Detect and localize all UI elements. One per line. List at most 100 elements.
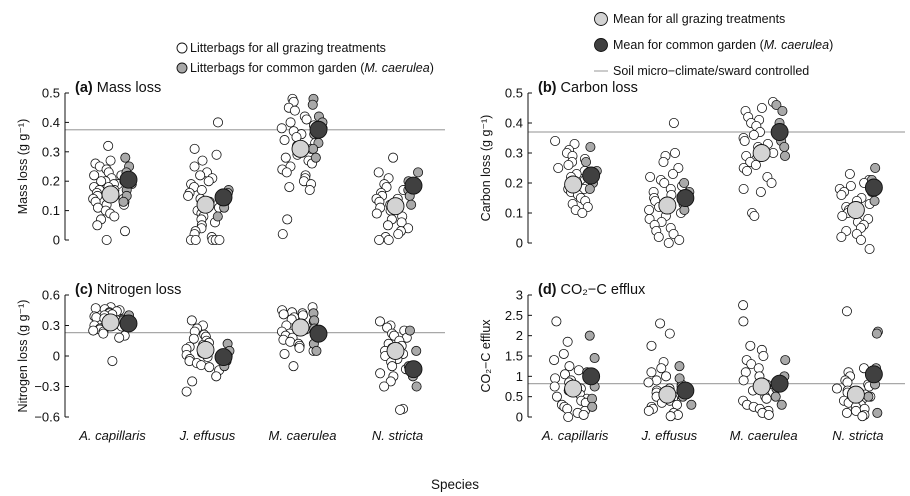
point-all xyxy=(644,204,655,215)
point-all xyxy=(388,152,399,163)
mean-garden xyxy=(864,365,883,384)
point-garden xyxy=(118,196,129,207)
panel-title: (b) Carbon loss xyxy=(538,80,638,96)
legend-marker-mean-dark xyxy=(594,38,608,52)
point-all xyxy=(204,362,215,373)
y-tick-label: 0.1 xyxy=(505,206,523,221)
point-all xyxy=(114,332,125,343)
point-all xyxy=(577,207,588,218)
point-all xyxy=(756,103,767,114)
point-garden xyxy=(120,152,131,163)
point-all xyxy=(88,325,99,336)
point-garden xyxy=(863,391,874,402)
point-all xyxy=(668,228,679,239)
point-all xyxy=(661,371,672,382)
point-garden xyxy=(310,152,321,163)
point-all xyxy=(844,168,855,179)
point-garden xyxy=(212,211,223,222)
point-all xyxy=(203,176,214,187)
y-tick-label: 0.1 xyxy=(42,203,60,218)
mean-garden xyxy=(676,381,695,400)
point-all xyxy=(284,182,295,193)
panel-title: (c) Nitrogen loss xyxy=(75,282,181,298)
point-garden xyxy=(581,156,592,167)
point-all xyxy=(98,328,109,339)
point-all xyxy=(101,234,112,245)
y-axis-label: CO₂−C efflux xyxy=(479,319,493,393)
point-all xyxy=(864,243,875,254)
point-all xyxy=(285,336,296,347)
point-all xyxy=(564,361,575,372)
point-all xyxy=(288,361,299,372)
point-garden xyxy=(585,141,596,152)
point-all xyxy=(301,114,312,125)
point-all xyxy=(741,165,752,176)
point-garden xyxy=(871,328,882,339)
group-4 xyxy=(831,306,883,422)
point-all xyxy=(285,117,296,128)
group-2 xyxy=(644,118,695,248)
legend-label-mean-dark: Mean for common garden (M. caerulea) xyxy=(613,38,833,52)
y-tick-label: 0.3 xyxy=(42,144,60,159)
point-garden xyxy=(308,143,319,154)
group-3 xyxy=(276,302,328,372)
y-tick-label: 0.4 xyxy=(42,115,60,130)
group-4 xyxy=(371,152,424,245)
point-garden xyxy=(779,141,790,152)
legend-right: Mean for all grazing treatments Mean for… xyxy=(594,12,833,78)
group-3 xyxy=(738,300,791,420)
point-all xyxy=(755,186,766,197)
mean-all xyxy=(196,195,215,214)
point-all xyxy=(549,381,560,392)
point-all xyxy=(294,342,305,353)
point-all xyxy=(289,105,300,116)
y-tick-label: 1 xyxy=(516,369,523,384)
point-garden xyxy=(777,106,788,117)
point-all xyxy=(387,361,398,372)
y-tick-label: 0.4 xyxy=(505,116,523,131)
point-all xyxy=(103,140,114,151)
point-all xyxy=(553,162,564,173)
point-all xyxy=(183,190,194,201)
mean-all xyxy=(846,201,865,219)
point-all xyxy=(738,375,749,386)
y-tick-label: 0 xyxy=(53,233,60,248)
point-all xyxy=(282,214,293,225)
point-all xyxy=(667,168,678,179)
species-label: J. effusus xyxy=(179,428,236,443)
point-garden xyxy=(584,330,595,341)
point-all xyxy=(279,135,290,146)
y-axis-label: Carbon loss (g g⁻¹) xyxy=(479,115,493,222)
group-1 xyxy=(88,302,138,367)
y-tick-label: 3 xyxy=(516,288,523,303)
mean-garden xyxy=(309,324,328,343)
point-garden xyxy=(406,199,417,210)
point-all xyxy=(211,371,222,382)
point-all xyxy=(374,316,385,327)
x-axis-label: Species xyxy=(431,477,479,492)
group-4 xyxy=(834,162,883,254)
point-all xyxy=(836,231,847,242)
species-label: N. stricta xyxy=(372,428,423,443)
point-garden xyxy=(679,177,690,188)
group-3 xyxy=(276,93,328,240)
point-all xyxy=(105,155,116,166)
point-all xyxy=(664,328,675,339)
point-all xyxy=(90,303,101,314)
point-all xyxy=(375,368,386,379)
mean-garden xyxy=(770,123,789,141)
mean-all xyxy=(386,341,405,360)
y-axis-label: Mass loss (g g⁻¹) xyxy=(16,119,30,215)
point-garden xyxy=(587,401,598,412)
point-all xyxy=(212,117,223,128)
point-all xyxy=(674,234,685,245)
point-all xyxy=(653,231,664,242)
point-all xyxy=(766,177,777,188)
point-all xyxy=(374,234,385,245)
point-all xyxy=(550,135,561,146)
point-all xyxy=(658,156,669,167)
point-garden xyxy=(686,399,697,410)
point-all xyxy=(89,170,100,181)
mean-garden xyxy=(119,170,138,189)
